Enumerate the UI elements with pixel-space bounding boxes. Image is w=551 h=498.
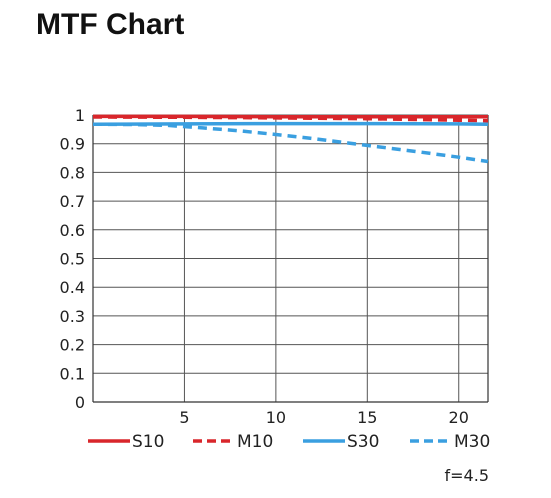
y-tick-label: 0.6 — [60, 221, 85, 240]
y-tick-label: 0.5 — [60, 250, 85, 269]
grid-layer — [92, 114, 489, 403]
x-tick-label: 15 — [357, 408, 377, 427]
y-tick-label: 0.4 — [60, 278, 85, 297]
legend-label-m30: M30 — [454, 432, 490, 452]
y-tick-label: 0 — [75, 393, 85, 412]
x-tick-label: 5 — [179, 408, 189, 427]
page-title: MTF Chart — [36, 8, 185, 41]
x-tick-labels: 5 10 15 20 — [179, 408, 469, 427]
y-tick-label: 0.2 — [60, 336, 85, 355]
series-line-s30 — [92, 121, 489, 126]
y-tick-label: 0.1 — [60, 364, 85, 383]
y-tick-label: 1 — [75, 106, 85, 125]
y-tick-label: 0.9 — [60, 135, 85, 154]
y-tick-labels: 0 0.1 0.2 0.3 0.4 0.5 0.6 0.7 0.8 0.9 1 — [60, 106, 85, 412]
series-layer — [92, 114, 489, 164]
legend: S10 M10 S30 M30 — [88, 432, 490, 452]
series-line-m10 — [92, 115, 489, 123]
x-tick-label: 20 — [449, 408, 469, 427]
legend-label-s10: S10 — [132, 432, 164, 452]
legend-label-s30: S30 — [347, 432, 379, 452]
legend-label-m10: M10 — [237, 432, 273, 452]
x-tick-label: 10 — [266, 408, 286, 427]
y-tick-label: 0.8 — [60, 163, 85, 182]
series-line-m30 — [92, 122, 489, 164]
y-tick-label: 0.7 — [60, 192, 85, 211]
y-tick-label: 0.3 — [60, 307, 85, 326]
aperture-annotation: f=4.5 — [444, 466, 489, 485]
